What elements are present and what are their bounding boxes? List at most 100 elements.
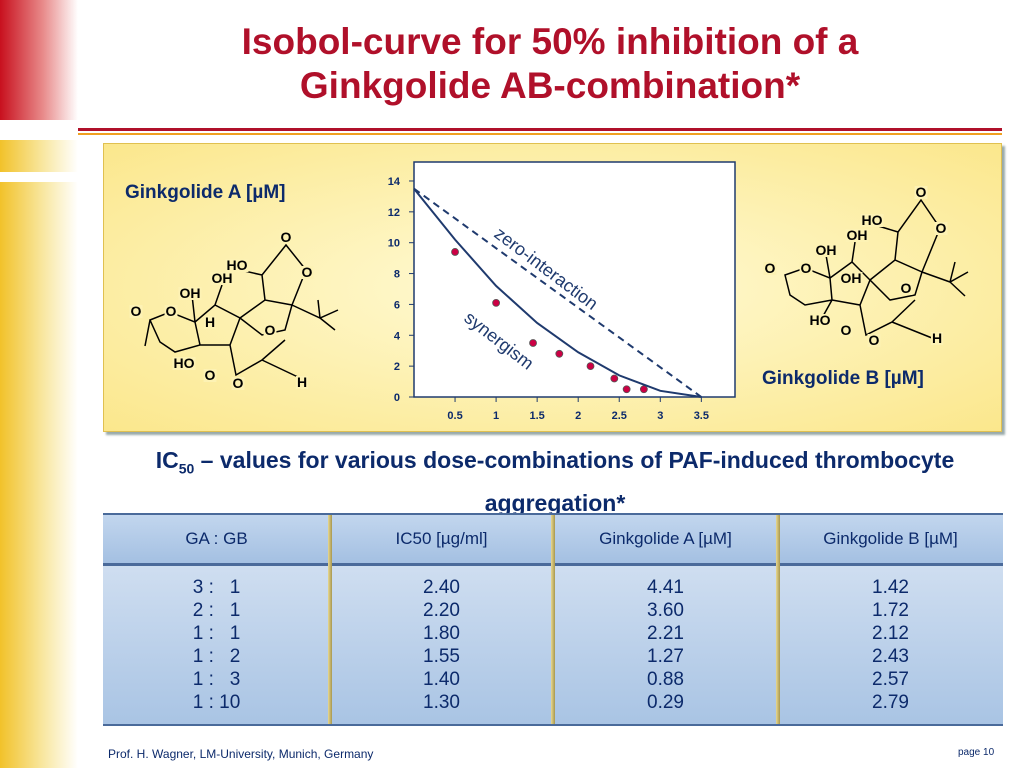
molecule-label: Ginkgolide A [µM] (125, 182, 285, 203)
header-cell: Ginkgolide B [µM] (823, 529, 958, 548)
side-yellow (0, 140, 78, 768)
table-cell: 2.21 (647, 623, 684, 644)
atom-bg (867, 334, 881, 347)
table-cell: 1.72 (872, 600, 909, 621)
table: GA : GB IC50 [µg/ml] Ginkgolide A [µM] Gink… (103, 513, 1003, 726)
table-cell: 1 : 1 (192, 623, 241, 644)
table-cell: 1.27 (647, 646, 684, 667)
rule-red (78, 128, 1002, 131)
table-cell: 2.20 (423, 600, 460, 621)
atom-label: OH (180, 285, 201, 301)
caption-subscript: 50 (178, 460, 195, 477)
header-cell: Ginkgolide A [µM] (599, 529, 732, 548)
atom-label: O (131, 303, 142, 319)
molecule-label: Ginkgolide B [µM] (762, 368, 924, 389)
table-cell: 2.43 (872, 646, 909, 667)
column-divider (551, 515, 555, 724)
plot-frame (413, 161, 736, 398)
table-cell: 1.55 (423, 646, 460, 667)
atom-label: O (281, 229, 292, 245)
atom-label: OH (847, 227, 868, 243)
atom-label: HO (862, 212, 883, 228)
atom-label: O (916, 184, 927, 200)
atom-label: O (901, 280, 912, 296)
x-tick-label: 2.5 (612, 410, 627, 422)
atom-bg (231, 377, 245, 390)
atom-bg (899, 282, 913, 295)
table-cell: 2.12 (872, 623, 909, 644)
atom-bg (164, 305, 178, 318)
table-cell: 1 : 10 (192, 692, 241, 713)
atom-bg (300, 266, 314, 279)
x-tick-label: 0.5 (447, 410, 462, 422)
table-cell: 3 : 1 (192, 577, 241, 598)
table-cell: 1.30 (423, 692, 460, 713)
x-tick-label: 1 (493, 410, 499, 422)
x-tick-label: 3.5 (694, 410, 709, 422)
table-caption: IC50 – values for various dose-combinati… (110, 443, 1000, 520)
atom-label: O (205, 367, 216, 383)
atom-bg (914, 186, 928, 199)
atom-label: H (297, 374, 307, 390)
atom-bg (203, 369, 217, 382)
data-point (639, 385, 648, 394)
atom-bg (263, 324, 277, 337)
header-cell: IC50 [µg/ml] (395, 529, 488, 548)
table-cell: 4.41 (647, 577, 684, 598)
atom-bg (799, 262, 813, 275)
x-tick-label: 1.5 (529, 410, 544, 422)
atom-bg (839, 324, 853, 337)
atom-bg (210, 272, 234, 285)
atom-label: O (841, 322, 852, 338)
atom-label: O (233, 375, 244, 391)
atom-label: OH (212, 270, 233, 286)
footer-page: page 10 (958, 747, 995, 758)
data-point (555, 349, 564, 358)
table-cell: 0.29 (647, 692, 684, 713)
y-tick-label: 8 (394, 269, 400, 281)
atom-label: HO (227, 257, 248, 273)
table-cell: 0.88 (647, 669, 684, 690)
table-cell: 1.80 (423, 623, 460, 644)
title-line: Isobol-curve for 50% inhibition of a (241, 21, 859, 62)
atom-bg (279, 231, 293, 244)
atom-label: O (166, 303, 177, 319)
y-tick-label: 12 (388, 207, 400, 219)
atom-bg (172, 357, 196, 370)
atom-bg (930, 332, 944, 345)
atom-label: O (936, 220, 947, 236)
atom-bg (814, 244, 838, 257)
atom-label: O (302, 264, 313, 280)
atom-bg (295, 376, 309, 389)
atom-label: O (765, 260, 776, 276)
y-tick-label: 14 (388, 176, 401, 188)
title-line: Ginkgolide AB-combination* (299, 65, 801, 106)
data-point (622, 385, 631, 394)
table-cell: 1 : 3 (192, 669, 241, 690)
table-cell: 2.79 (872, 692, 909, 713)
data-point (451, 248, 459, 256)
atom-bg (808, 314, 832, 327)
table-cell: 2 : 1 (192, 600, 241, 621)
y-tick-label: 0 (394, 392, 400, 404)
slide-title: Isobol-curve for 50% inhibition of a Gink… (100, 20, 1000, 108)
curve (413, 188, 702, 398)
y-tick-label: 6 (394, 299, 400, 311)
atom-label: O (869, 332, 880, 348)
column-divider (776, 515, 780, 724)
chart: Ginkgolide A [µM] Ginkgolide B [µM] 0.5 1… (125, 161, 969, 422)
caption-prefix: IC (155, 447, 179, 473)
atom-label: OH (841, 270, 862, 286)
atom-bg (934, 222, 948, 235)
atom-label: H (932, 330, 942, 346)
data-point (492, 298, 500, 307)
atom-bg (763, 262, 777, 275)
atom-bg (845, 229, 869, 242)
table-cell: 3.60 (647, 600, 684, 621)
table-cell: 1.42 (872, 577, 909, 598)
x-tick-label: 3 (657, 410, 663, 422)
atom-label: HO (810, 312, 831, 328)
y-tick-label: 10 (388, 238, 400, 250)
rule-orange (78, 133, 1002, 135)
